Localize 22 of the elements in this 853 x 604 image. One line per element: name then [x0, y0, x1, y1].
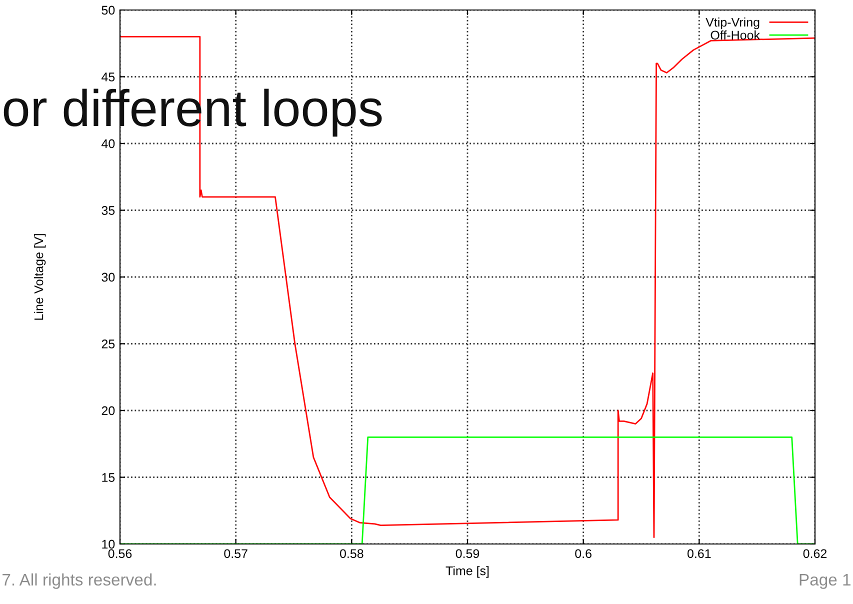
x-tick-label: 0.56 [108, 549, 132, 558]
text: 7. All rights reserved. [2, 573, 156, 589]
text: Page 1 [800, 574, 850, 589]
x-tick-label: 0.58 [340, 549, 364, 558]
y-tick-label: 10 [102, 540, 115, 549]
x-tick-label: 0.61 [687, 549, 711, 558]
x-tick-label: 0.6 [575, 549, 592, 558]
y-tick-label: 35 [102, 206, 115, 215]
y-tick-label: 20 [102, 406, 115, 416]
x-tick-label: 0.57 [224, 549, 248, 558]
x-tick-label: 0.59 [456, 549, 480, 558]
legend-label: Off-Hook [710, 30, 760, 40]
y-tick-label: 40 [102, 139, 115, 148]
x-axis-title: Time [s] [446, 566, 489, 578]
x-tick-label: 0.62 [803, 549, 827, 558]
y-tick-label: 15 [102, 473, 115, 482]
y-tick-label: 25 [102, 340, 115, 348]
legend-label: Vtip-Vring [706, 18, 760, 30]
y-axis-title: Line Voltage [V] [34, 234, 46, 320]
y-tick-label: 45 [102, 72, 115, 82]
y-tick-label: 50 [102, 6, 115, 15]
y-tick-label: 30 [102, 272, 115, 282]
